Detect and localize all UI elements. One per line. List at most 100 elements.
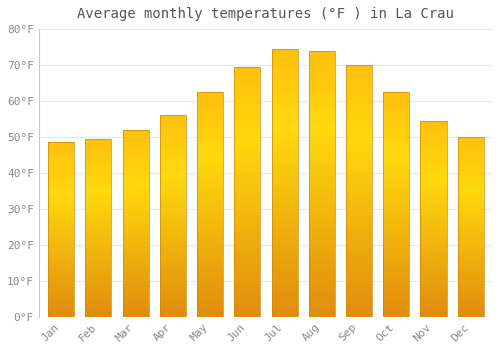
Bar: [383, 198, 409, 200]
Bar: [122, 199, 148, 201]
Bar: [383, 301, 409, 303]
Bar: [420, 270, 446, 272]
Bar: [48, 273, 74, 275]
Bar: [458, 275, 483, 277]
Bar: [308, 309, 335, 312]
Bar: [308, 274, 335, 277]
Bar: [234, 284, 260, 287]
Bar: [272, 279, 297, 282]
Bar: [48, 251, 74, 252]
Bar: [420, 221, 446, 223]
Bar: [86, 153, 112, 155]
Bar: [458, 254, 483, 256]
Bar: [458, 302, 483, 304]
Bar: [160, 266, 186, 268]
Bar: [383, 121, 409, 124]
Bar: [383, 193, 409, 195]
Bar: [234, 304, 260, 307]
Bar: [197, 231, 223, 234]
Bar: [234, 84, 260, 87]
Bar: [86, 283, 112, 285]
Bar: [160, 160, 186, 162]
Bar: [86, 310, 112, 312]
Bar: [383, 160, 409, 162]
Bar: [272, 92, 297, 94]
Bar: [420, 199, 446, 201]
Bar: [458, 212, 483, 214]
Bar: [383, 162, 409, 164]
Bar: [197, 288, 223, 290]
Bar: [420, 148, 446, 150]
Bar: [458, 241, 483, 243]
Bar: [86, 149, 112, 151]
Bar: [272, 301, 297, 303]
Bar: [346, 198, 372, 201]
Bar: [86, 178, 112, 180]
Bar: [383, 294, 409, 296]
Bar: [272, 145, 297, 148]
Bar: [48, 303, 74, 304]
Bar: [272, 124, 297, 127]
Bar: [122, 238, 148, 240]
Bar: [160, 226, 186, 228]
Bar: [346, 95, 372, 98]
Bar: [383, 296, 409, 299]
Bar: [272, 127, 297, 129]
Bar: [197, 211, 223, 213]
Bar: [308, 280, 335, 282]
Bar: [420, 252, 446, 254]
Bar: [197, 258, 223, 261]
Bar: [458, 293, 483, 295]
Bar: [122, 191, 148, 193]
Bar: [346, 221, 372, 224]
Bar: [420, 301, 446, 303]
Bar: [458, 209, 483, 211]
Bar: [48, 226, 74, 228]
Bar: [48, 266, 74, 268]
Bar: [197, 94, 223, 97]
Bar: [308, 218, 335, 221]
Bar: [458, 263, 483, 265]
Bar: [272, 60, 297, 62]
Bar: [458, 137, 483, 139]
Bar: [420, 142, 446, 144]
Bar: [458, 315, 483, 317]
Bar: [458, 164, 483, 166]
Bar: [48, 146, 74, 148]
Bar: [234, 99, 260, 102]
Bar: [234, 107, 260, 109]
Bar: [197, 240, 223, 243]
Bar: [383, 306, 409, 308]
Bar: [420, 168, 446, 170]
Bar: [346, 272, 372, 274]
Bar: [346, 116, 372, 118]
Bar: [48, 165, 74, 167]
Bar: [308, 213, 335, 216]
Bar: [234, 162, 260, 164]
Bar: [234, 299, 260, 302]
Bar: [272, 287, 297, 290]
Bar: [122, 175, 148, 176]
Bar: [272, 180, 297, 183]
Bar: [160, 289, 186, 290]
Bar: [383, 310, 409, 312]
Bar: [86, 139, 112, 141]
Bar: [160, 119, 186, 121]
Bar: [160, 260, 186, 262]
Bar: [197, 195, 223, 198]
Bar: [160, 257, 186, 258]
Bar: [122, 145, 148, 147]
Bar: [383, 105, 409, 108]
Bar: [346, 259, 372, 261]
Bar: [197, 141, 223, 144]
Bar: [308, 303, 335, 306]
Bar: [122, 130, 148, 132]
Bar: [458, 173, 483, 175]
Bar: [420, 237, 446, 238]
Bar: [346, 239, 372, 241]
Bar: [272, 73, 297, 76]
Bar: [197, 124, 223, 126]
Bar: [383, 155, 409, 157]
Bar: [48, 188, 74, 189]
Bar: [346, 214, 372, 216]
